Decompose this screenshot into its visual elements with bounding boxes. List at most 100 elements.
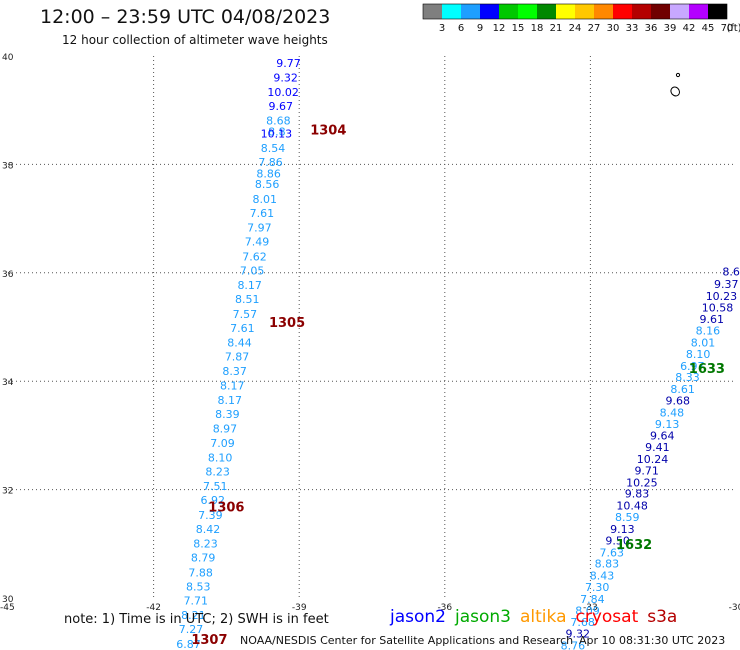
color-swatch [575, 4, 594, 19]
wave-height-label: 10.23 [706, 290, 738, 303]
color-swatch [480, 4, 499, 19]
wave-height-label: 10.58 [702, 301, 734, 314]
wave-height-label: 8.44 [227, 337, 252, 350]
wave-height-label: 7.86 [258, 156, 283, 169]
wave-height-label: 9.77 [276, 57, 301, 70]
color-scale-unit: (ft) [726, 23, 740, 34]
wave-height-label: 7.30 [585, 581, 610, 594]
wave-height-label: 8.43 [590, 570, 615, 583]
satellite-legend: jason2 jason3 altika cryosat s3a [390, 607, 686, 627]
wave-height-label: 8.42 [196, 523, 221, 536]
color-swatch [632, 4, 651, 19]
wave-height-label: 8.37 [222, 365, 247, 378]
wave-height-label: 9.37 [714, 278, 739, 291]
wave-height-label: 8.17 [220, 379, 245, 392]
pass-time-label: 1632 [616, 538, 652, 553]
color-swatch [689, 4, 708, 19]
wave-height-label: 8.86 [256, 167, 281, 180]
color-swatch [518, 4, 537, 19]
y-tick-label: 40 [2, 53, 14, 63]
wave-height-label: 7.61 [250, 207, 275, 220]
pass-time-label: 1633 [689, 362, 725, 377]
color-scale-tick-label: 12 [493, 23, 506, 34]
wave-height-label: 8.6 [722, 266, 740, 279]
color-swatch [651, 4, 670, 19]
wave-height-label: 8.59 [615, 511, 640, 524]
chart-grid [8, 56, 736, 598]
wave-height-label: 9.13 [655, 418, 680, 431]
wave-height-label: 7.05 [240, 264, 265, 277]
color-scale-tick-label: 24 [569, 23, 582, 34]
pass-time-label: 1305 [269, 316, 305, 331]
wave-height-label: 8.79 [191, 552, 216, 565]
wave-height-label: 9.71 [634, 464, 659, 477]
wave-height-label: 8.54 [261, 142, 286, 155]
wave-height-label: 8.17 [237, 279, 262, 292]
generated-timestamp: Apr 10 08:31:30 UTC 2023 [579, 634, 726, 647]
wave-height-label: 9.68 [666, 395, 691, 408]
wave-height-label: 9.67 [269, 100, 294, 113]
wave-height-label: 6.87 [176, 638, 201, 650]
color-swatch [499, 4, 518, 19]
wave-height-label: 9.83 [625, 488, 650, 501]
x-tick-label: -36 [437, 603, 452, 613]
wave-height-label: 7.87 [225, 351, 250, 364]
wave-height-label: 7.51 [203, 480, 228, 493]
wave-height-label: 8.48 [660, 406, 685, 419]
pass-time-label: 1307 [191, 633, 227, 648]
pass-time-label: 1306 [208, 500, 244, 515]
color-scale-tick-label: 21 [550, 23, 563, 34]
color-scale-tick-label: 27 [588, 23, 601, 34]
color-swatch [537, 4, 556, 19]
pass-time-label: 1304 [310, 124, 346, 139]
legend-item-s3a: s3a [647, 607, 678, 627]
wave-height-label: 7.62 [242, 250, 267, 263]
color-swatch [708, 4, 727, 19]
wave-height-label: 8.39 [215, 408, 240, 421]
color-swatch [613, 4, 632, 19]
y-tick-label: 34 [2, 378, 14, 388]
wave-height-label: 8.10 [208, 451, 233, 464]
wave-height-label: 9.50 [605, 534, 630, 547]
color-swatch [556, 4, 575, 19]
wave-height-label: 8.61 [670, 383, 695, 396]
wave-height-label: 10.25 [626, 476, 658, 489]
color-scale-tick-label: 6 [458, 23, 464, 34]
footnote: note: 1) Time is in UTC; 2) SWH is in fe… [64, 612, 329, 627]
y-tick-label: 32 [2, 487, 13, 497]
color-scale-tick-label: 15 [512, 23, 525, 34]
color-scale-tick-label: 18 [531, 23, 544, 34]
wave-height-label: 8.83 [595, 558, 620, 571]
island-outline [670, 86, 680, 97]
wave-height-label: 10.48 [616, 500, 648, 513]
wave-height-label: 8.01 [252, 193, 277, 206]
wave-height-label: 8.21 [181, 609, 206, 622]
wave-height-label: 7.68 [570, 616, 595, 629]
wave-height-label: 8.51 [235, 293, 260, 306]
wave-height-label: 8.33 [675, 371, 700, 384]
wave-height-label: 8.97 [213, 423, 238, 436]
legend-item-jason2: jason2 [390, 607, 446, 627]
wave-height-label: 8.17 [218, 394, 243, 407]
wave-height-label: 9.32 [273, 71, 298, 84]
wave-height-label: 7.61 [230, 322, 255, 335]
y-tick-label: 38 [2, 161, 14, 171]
chart-marks: 9.779.3210.029.678.688.810.138.547.868.8… [176, 57, 740, 650]
chart-axes: -45 -42 -39 -36 -33 -30 30 32 34 36 38 40 [0, 53, 740, 613]
wave-height-label: 7.57 [233, 308, 258, 321]
x-tick-label: -33 [583, 603, 598, 613]
wave-height-label: 9.64 [650, 430, 675, 443]
color-swatch [461, 4, 480, 19]
wave-height-label: 8.8 [268, 126, 286, 139]
wave-height-label: 8.76 [561, 639, 586, 650]
wave-height-label: 7.71 [184, 595, 209, 608]
color-scale-tick-label: 9 [477, 23, 483, 34]
wave-height-label: 8.09 [575, 604, 600, 617]
wave-height-label: 8.53 [186, 580, 211, 593]
map-features [670, 72, 681, 97]
wave-height-label: 7.88 [188, 566, 213, 579]
legend-item-jason3: jason3 [455, 607, 511, 627]
wave-height-label: 6.97 [680, 360, 705, 373]
wave-height-label: 8.16 [696, 325, 721, 338]
wave-height-label: 10.24 [637, 453, 669, 466]
